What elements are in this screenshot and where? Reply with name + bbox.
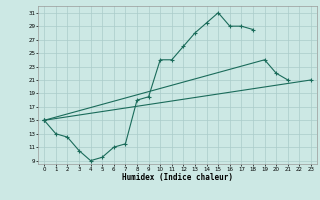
X-axis label: Humidex (Indice chaleur): Humidex (Indice chaleur)	[122, 173, 233, 182]
